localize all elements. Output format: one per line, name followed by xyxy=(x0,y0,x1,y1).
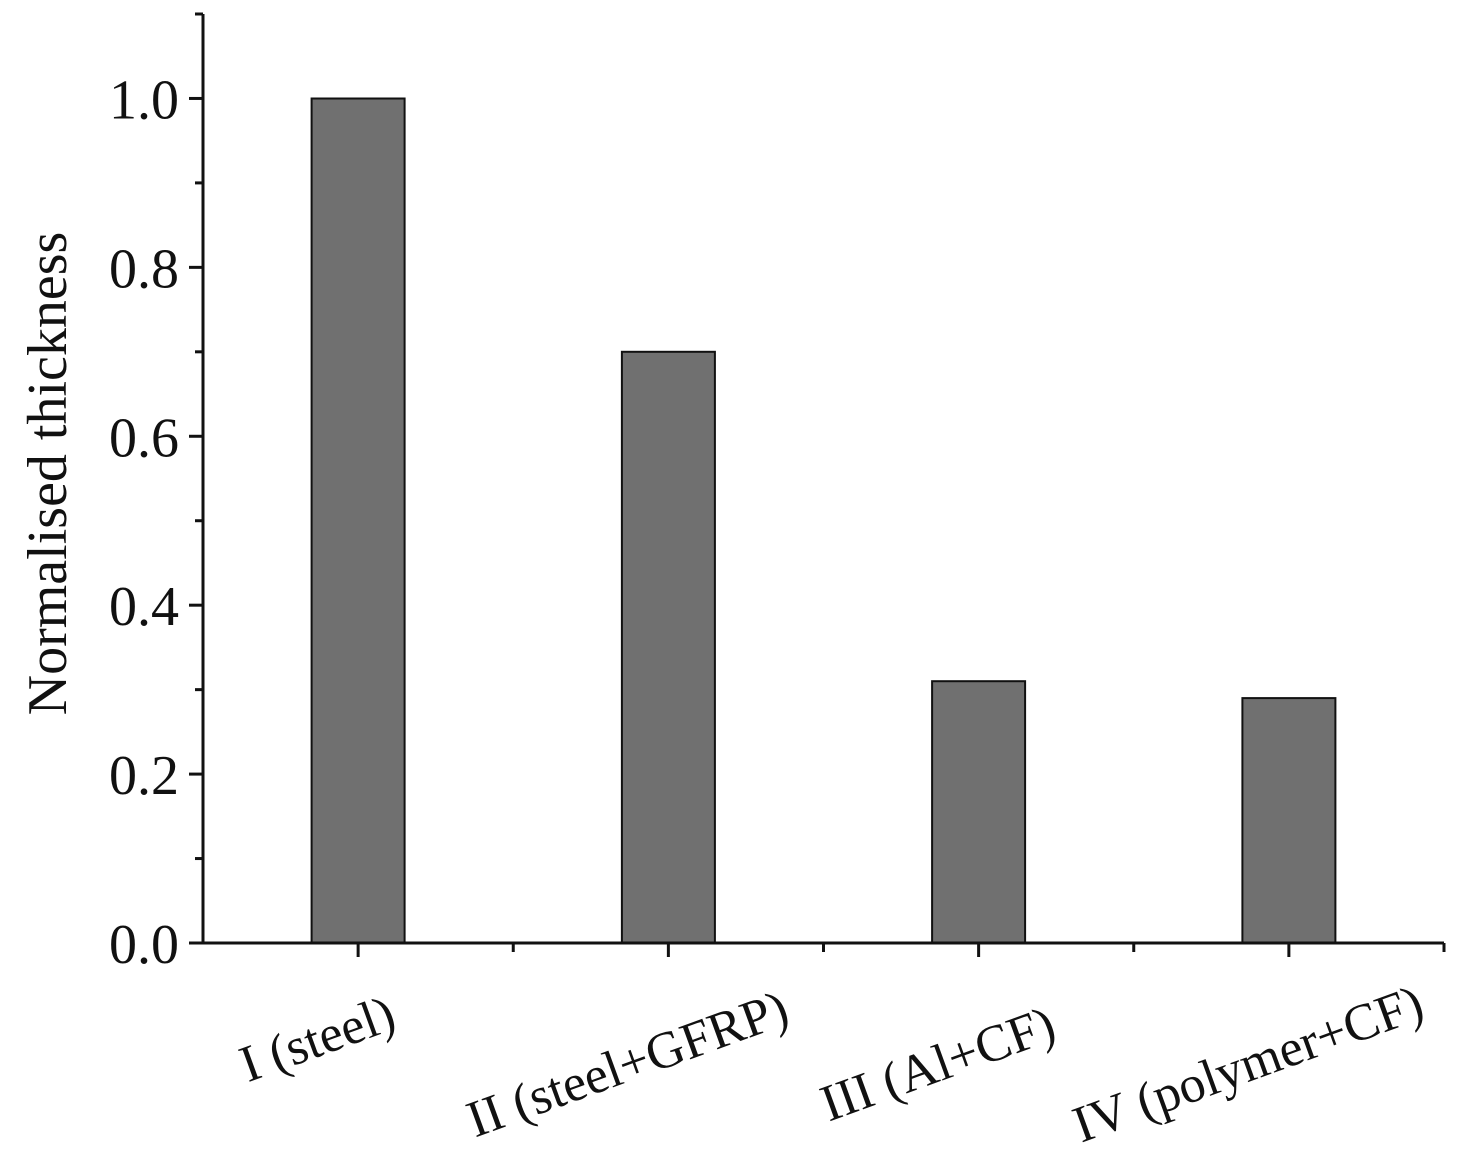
y-tick-label: 1.0 xyxy=(109,69,179,131)
ticks-layer: I (steel) II (steel+GFRP) III (Al+CF) IV (p… xyxy=(109,12,1446,1154)
bar-1 xyxy=(310,97,406,944)
x-tick-label: I (steel) xyxy=(232,985,402,1093)
bar-2 xyxy=(620,350,716,944)
y-tick-label: 0.4 xyxy=(109,576,179,638)
y-axis-title: Normalised thickness xyxy=(17,232,79,716)
y-tick-label: 0.0 xyxy=(109,914,179,976)
y-tick-label: 0.8 xyxy=(109,238,179,300)
bar-3 xyxy=(931,680,1027,944)
x-tick-label: IV (polymer+CF) xyxy=(1066,975,1431,1154)
y-tick-label: 0.6 xyxy=(109,407,179,469)
bars-layer xyxy=(310,97,1337,944)
x-tick-label: II (steel+GFRP) xyxy=(460,980,796,1149)
y-tick-label: 0.2 xyxy=(109,745,179,807)
bar-4 xyxy=(1241,697,1337,944)
x-tick-label: III (Al+CF) xyxy=(813,996,1062,1133)
